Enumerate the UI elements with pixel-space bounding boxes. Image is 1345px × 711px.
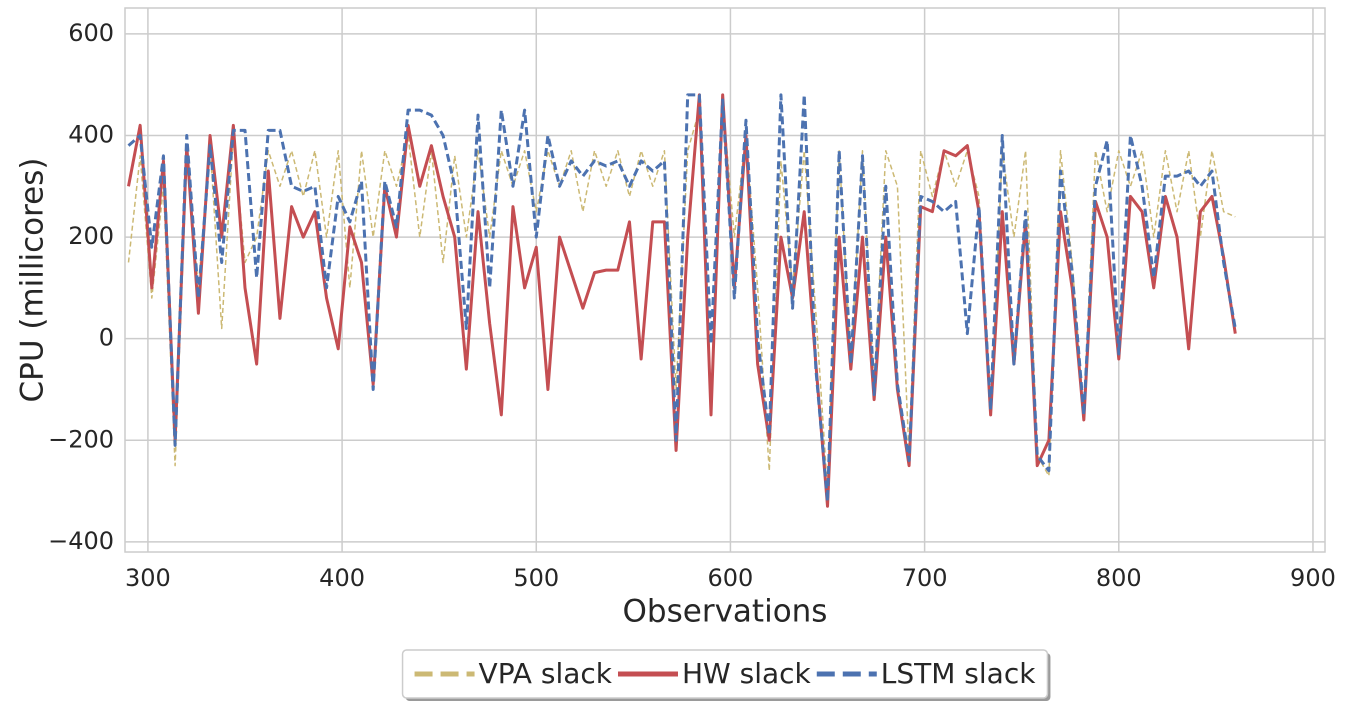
x-tick-label: 800: [1096, 564, 1142, 592]
y-tick-label: 0: [99, 324, 114, 352]
y-axis-label: CPU (millicores): [15, 157, 51, 402]
x-tick-label: 500: [513, 564, 559, 592]
x-tick-label: 900: [1290, 564, 1336, 592]
series-line: [127, 93, 1237, 503]
x-tick-label: 300: [125, 564, 171, 592]
legend: VPA slack HW slack LSTM slack: [401, 649, 1051, 701]
x-tick-label: 400: [319, 564, 365, 592]
x-axis-label: Observations: [623, 594, 828, 630]
plot-area: [124, 7, 1326, 553]
y-tick-label: −200: [48, 425, 114, 453]
y-tick-label: 400: [68, 120, 114, 148]
y-tick-label: 200: [68, 222, 114, 250]
legend-box: [401, 649, 1049, 699]
legend-label: HW slack: [682, 657, 812, 690]
lines: [127, 93, 1237, 508]
x-tick-label: 700: [902, 564, 948, 592]
x-tick-label: 600: [708, 564, 754, 592]
y-tick-label: −400: [48, 527, 114, 555]
legend-label: VPA slack: [479, 657, 613, 690]
y-tick-label: 600: [68, 19, 114, 47]
grid: [125, 8, 1325, 552]
legend-label: LSTM slack: [881, 657, 1036, 690]
